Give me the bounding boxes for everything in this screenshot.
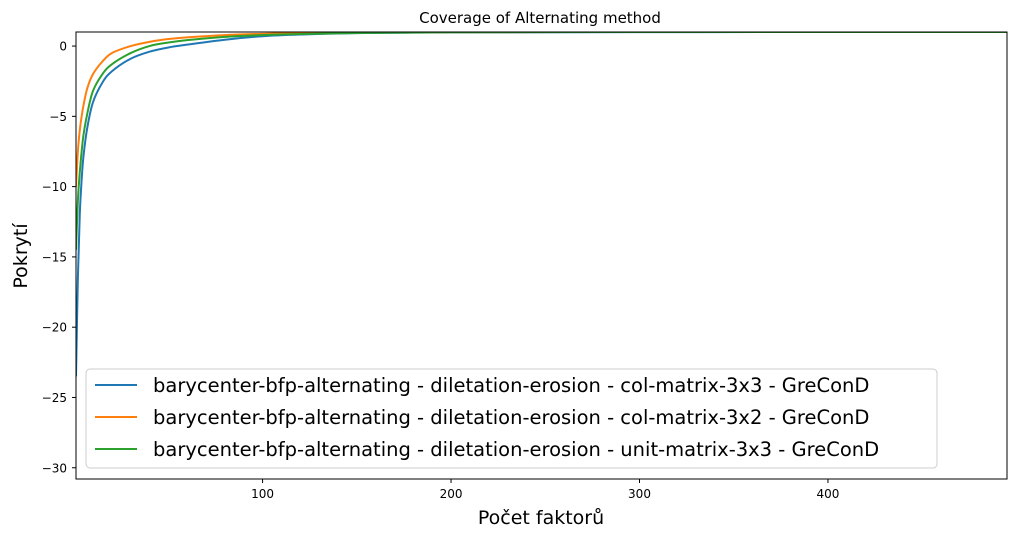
legend-label-2: barycenter-bfp-alternating - diletation-…: [153, 406, 869, 429]
axes-frame: [75, 31, 1008, 480]
chart-title: Coverage of Alternating method: [419, 9, 661, 27]
y-tick-label: 0: [59, 40, 67, 54]
y-tick-label: −15: [42, 250, 67, 264]
y-tick-label: −25: [42, 391, 67, 405]
x-tick-label: 300: [628, 487, 651, 501]
x-tick-label: 200: [440, 487, 463, 501]
x-axis-title: Počet faktorů: [478, 507, 604, 529]
x-tick-label: 100: [251, 487, 274, 501]
legend-label-3: barycenter-bfp-alternating - diletation-…: [153, 438, 879, 461]
y-tick-label: −5: [49, 110, 67, 124]
legend: barycenter-bfp-alternating - diletation-…: [85, 368, 938, 469]
legend-box: [85, 368, 938, 469]
y-tick-label: −10: [42, 180, 67, 194]
y-axis-ticks: 0 −5 −10 −15 −20 −25 −30: [42, 40, 76, 475]
x-axis-ticks: 100 200 300 400: [251, 479, 839, 501]
legend-label-1: barycenter-bfp-alternating - diletation-…: [153, 374, 869, 397]
y-axis-title: Pokrytí: [10, 223, 32, 289]
y-tick-label: −20: [42, 321, 67, 335]
y-tick-label: −30: [42, 461, 67, 475]
x-tick-label: 400: [817, 487, 840, 501]
